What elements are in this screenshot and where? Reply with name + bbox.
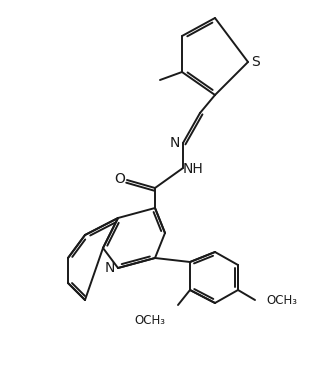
Text: OCH₃: OCH₃ [134,313,165,327]
Text: OCH₃: OCH₃ [267,294,298,307]
Text: O: O [115,172,125,186]
Text: S: S [251,55,260,69]
Text: NH: NH [183,162,204,176]
Text: N: N [105,261,115,275]
Text: N: N [170,136,180,150]
